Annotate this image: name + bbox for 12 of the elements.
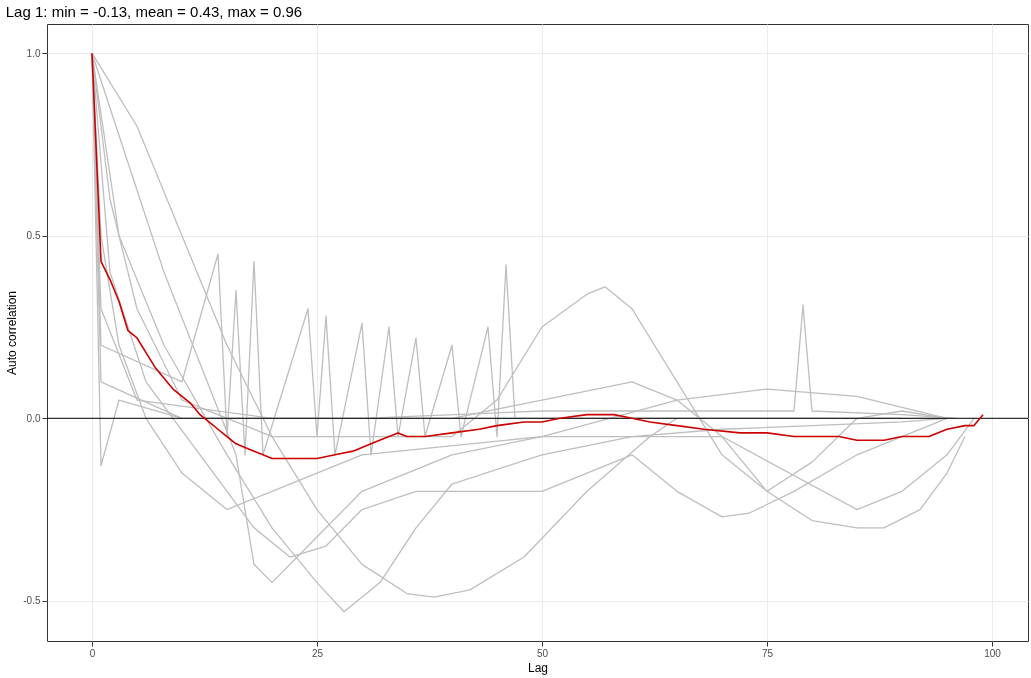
x-tick-label: 75	[761, 647, 774, 659]
x-tick-label: 25	[311, 647, 324, 659]
y-tick-label: 1.0	[26, 47, 41, 59]
y-axis-title: Auto correlation	[5, 290, 20, 376]
x-tick-label: 100	[984, 647, 1002, 659]
x-tick-label: 50	[536, 647, 549, 659]
x-tick-label: 0	[89, 647, 96, 659]
chart-title: Lag 1: min = -0.13, mean = 0.43, max = 0.96	[5, 3, 303, 20]
y-tick-label: 0.0	[26, 412, 41, 424]
y-tick-label: 0.5	[26, 230, 41, 242]
y-tick-label: -0.5	[23, 595, 41, 607]
x-axis-title: Lag	[527, 660, 549, 675]
